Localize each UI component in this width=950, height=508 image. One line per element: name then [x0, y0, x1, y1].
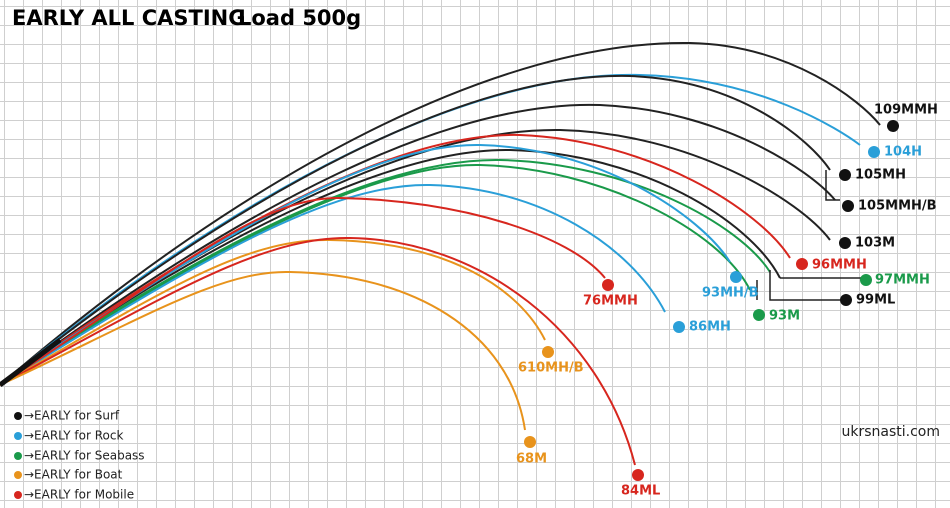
rod-label: 76MMH	[583, 294, 638, 309]
rod-label: 99ML	[856, 293, 895, 308]
rod-label: 84ML	[621, 484, 660, 499]
legend: →EARLY for Surf →EARLY for Rock →EARLY f…	[14, 409, 145, 502]
subtitle: Load 500g	[238, 6, 361, 30]
rod-label: 105MMH/B	[858, 199, 937, 214]
rod-label: 610MH/B	[518, 361, 584, 376]
rod-label: 86MH	[689, 320, 731, 335]
legend-item: →EARLY for Mobile	[24, 488, 134, 502]
rod-labels: 109MMH 104H 105MH 105MMH/B 103M 96MMH 97…	[516, 103, 938, 499]
rod-label: 96MMH	[812, 258, 867, 273]
legend-item: →EARLY for Seabass	[24, 449, 145, 463]
rod-label: 103M	[855, 236, 895, 251]
legend-item: →EARLY for Boat	[24, 468, 123, 482]
rod-label: 93MH/B	[702, 286, 759, 301]
curves	[0, 41, 881, 466]
rod-label: 104H	[884, 145, 922, 160]
rod-label: 105MH	[855, 168, 906, 183]
rod-label: 97MMH	[875, 273, 930, 288]
title: EARLY ALL CASTING	[12, 6, 245, 30]
rod-label: 93M	[769, 309, 800, 324]
watermark: ukrsnasti.com	[841, 424, 940, 440]
legend-item: →EARLY for Rock	[24, 429, 123, 443]
legend-item: →EARLY for Surf	[24, 409, 120, 423]
rod-label: 68M	[516, 452, 547, 467]
rod-label: 109MMH	[874, 103, 938, 118]
